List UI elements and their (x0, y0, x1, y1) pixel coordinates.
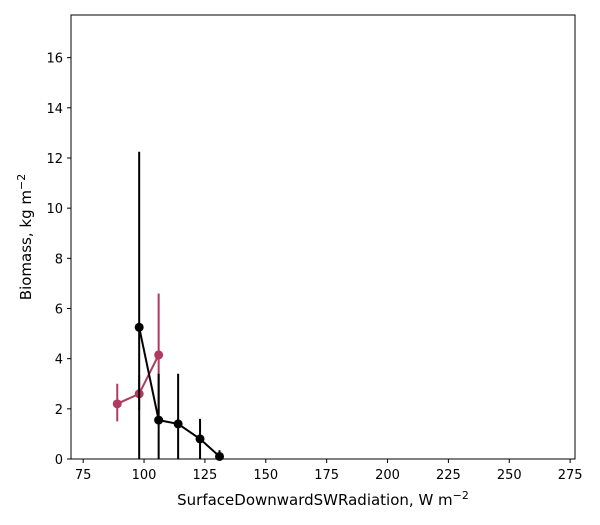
chart-marks (112, 151, 225, 461)
x-tick-label: 100 (132, 468, 157, 483)
data-point (134, 322, 144, 332)
x-axis-ticks: 75 100 125 150 175 200 225 250 275 (75, 459, 583, 483)
x-tick-label: 175 (314, 468, 339, 483)
x-axis-label: SurfaceDownwardSWRadiation, W m−2 (177, 489, 469, 509)
y-tick-label: 14 (46, 102, 63, 117)
data-point (154, 415, 164, 425)
y-axis-ticks: 0 2 4 6 8 10 12 14 16 (46, 52, 71, 468)
x-tick-label: 275 (558, 468, 583, 483)
y-tick-label: 12 (46, 152, 63, 167)
series-1 (134, 151, 225, 461)
y-tick-label: 4 (55, 353, 63, 368)
x-tick-label: 250 (497, 468, 522, 483)
y-tick-label: 2 (55, 403, 63, 418)
data-point (112, 399, 122, 409)
x-tick-label: 75 (75, 468, 92, 483)
y-axis-label-text: Biomass, kg m (17, 190, 35, 300)
y-tick-label: 6 (55, 302, 63, 317)
data-point (154, 350, 164, 360)
x-tick-label: 200 (375, 468, 400, 483)
x-axis-label-superscript: −2 (453, 489, 469, 502)
plot-area (70, 14, 576, 460)
y-tick-label: 16 (46, 52, 63, 67)
data-point (173, 419, 183, 429)
y-axis-label-superscript: −2 (15, 174, 28, 190)
x-tick-label: 125 (192, 468, 217, 483)
x-tick-label: 150 (253, 468, 278, 483)
data-point (195, 434, 205, 444)
x-tick-label: 225 (436, 468, 461, 483)
x-axis-label-text: SurfaceDownwardSWRadiation, W m (177, 491, 453, 509)
y-tick-label: 8 (55, 252, 63, 267)
data-point (215, 451, 225, 461)
y-tick-label: 0 (55, 453, 63, 468)
y-axis-label: Biomass, kg m−2 (15, 174, 35, 300)
y-tick-label: 10 (46, 202, 63, 217)
